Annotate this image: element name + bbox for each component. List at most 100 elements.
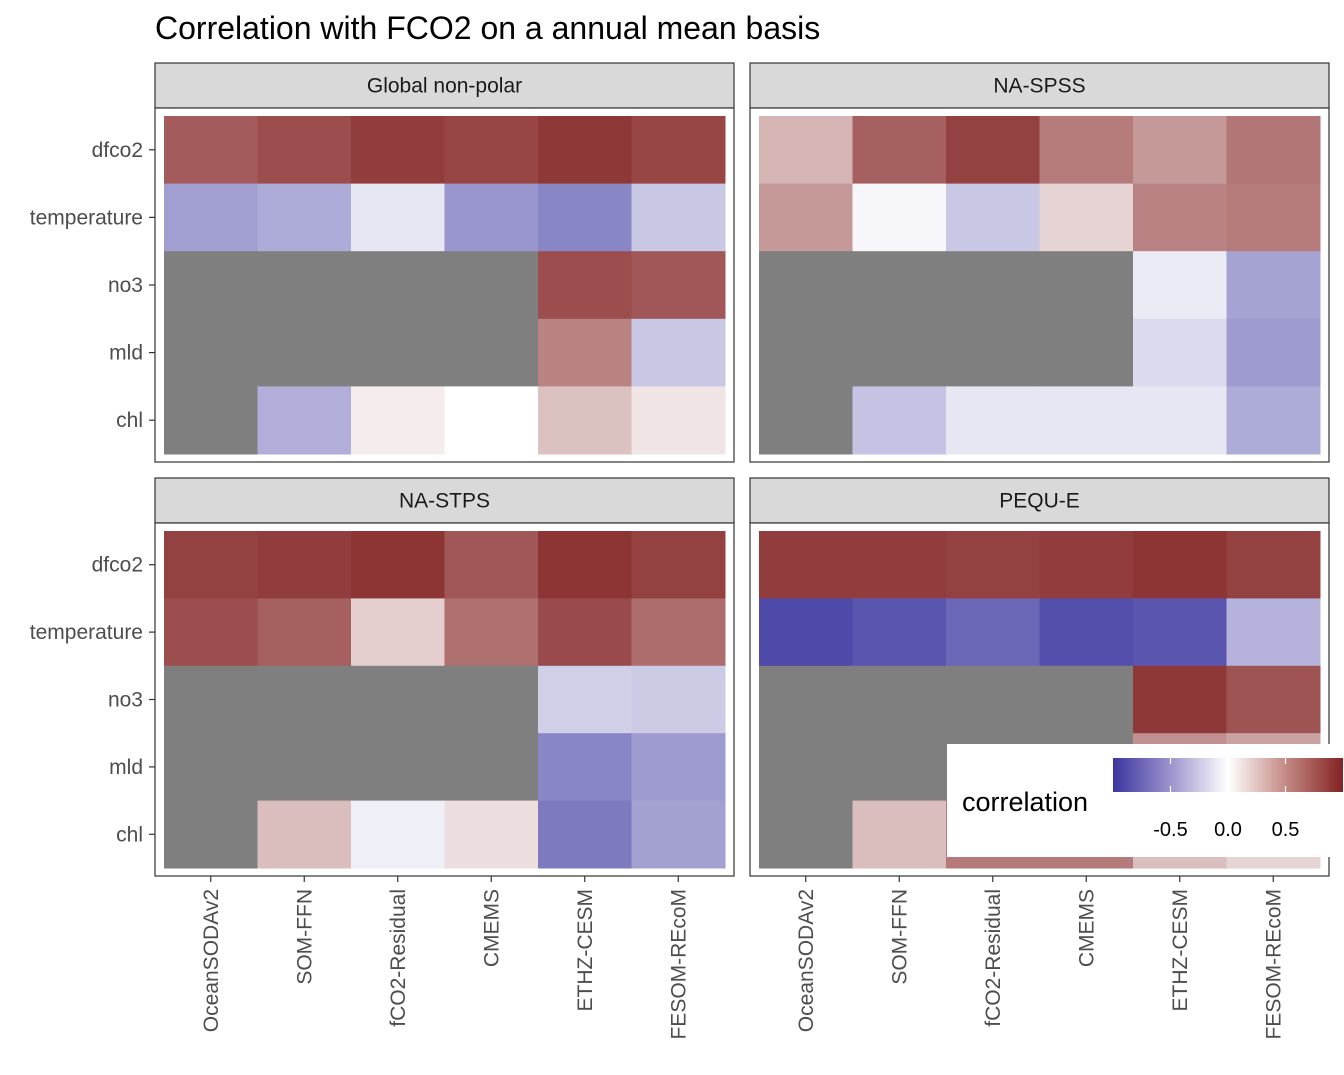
heatmap-cell: [351, 386, 445, 455]
facet-strip-label: PEQU-E: [999, 490, 1080, 513]
heatmap-cell: [631, 598, 726, 667]
x-tick-label: CMEMS: [480, 889, 503, 967]
heatmap-cell: [1226, 386, 1321, 455]
heatmap-cell: [164, 531, 258, 599]
facet-strip: [749, 62, 1330, 109]
facet-panels: Global non-polar dfco2 temperature no3 mld ch…: [30, 62, 1330, 1040]
heatmap-cell: [257, 251, 352, 320]
x-tick-label: ETHZ-CESM: [574, 889, 597, 1012]
heatmap-cell: [444, 318, 539, 387]
heatmap-cell: [164, 116, 258, 185]
y-tick-label: no3: [108, 689, 143, 712]
heatmap-cell: [1039, 598, 1134, 667]
heatmap-cell: [1133, 251, 1227, 320]
heatmap-cell: [946, 318, 1040, 387]
heatmap-cell: [852, 665, 947, 734]
heatmap-cell: [444, 386, 539, 455]
heatmap-cell: [1133, 116, 1227, 185]
legend: correlation -0.5 0.0 0.5: [947, 744, 1344, 857]
x-tick-label: OceanSODAv2: [795, 889, 818, 1032]
y-tick-label: temperature: [30, 621, 143, 644]
facet-strip-label: NA-STPS: [399, 490, 490, 513]
heatmap-cell: [631, 183, 726, 252]
heatmap-cell: [852, 733, 947, 802]
heatmap-cell: [351, 531, 445, 599]
heatmap-cell: [538, 318, 632, 387]
heatmap-cell: [351, 318, 445, 387]
x-tick-label: FESOM-REcoM: [1262, 889, 1285, 1040]
y-tick-label: chl: [116, 823, 143, 846]
heatmap-cell: [852, 183, 947, 252]
y-tick-label: temperature: [30, 206, 143, 229]
heatmap-cell: [164, 386, 258, 455]
heatmap-cell: [444, 733, 539, 802]
x-tick-label: FESOM-REcoM: [667, 889, 690, 1040]
heatmap-cell: [444, 531, 539, 599]
legend-ticks: -0.5 0.0 0.5: [1153, 758, 1299, 841]
heatmap-cell: [538, 386, 632, 455]
y-tick-label: mld: [109, 756, 143, 779]
heatmap-cell: [1226, 251, 1321, 320]
y-tick-label: chl: [116, 409, 143, 432]
x-tick-label: ETHZ-CESM: [1169, 889, 1192, 1012]
facet-panel: NA-STPS dfco2 temperature no3 mld chl OceanSOD…: [30, 477, 735, 1040]
heatmap-cell: [631, 800, 726, 869]
heatmap-cell: [1133, 531, 1227, 599]
heatmap-cell: [1039, 318, 1134, 387]
heatmap-cell: [538, 800, 632, 869]
heatmap-cell: [852, 116, 947, 185]
facet-strip: [749, 477, 1330, 524]
heatmap-cell: [631, 531, 726, 599]
heatmap-cell: [946, 386, 1040, 455]
heatmap-cell: [759, 598, 853, 667]
heatmap-cell: [1226, 598, 1321, 667]
heatmap-cell: [852, 531, 947, 599]
heatmap-cell: [759, 733, 853, 802]
heatmap-cell: [759, 386, 853, 455]
heatmap-cell: [1133, 183, 1227, 252]
heatmap-cell: [257, 116, 352, 185]
heatmap-cell: [631, 318, 726, 387]
heatmap-cell: [1039, 116, 1134, 185]
heatmap-cell: [631, 116, 726, 185]
heatmap-cell: [538, 733, 632, 802]
y-tick-label: dfco2: [92, 554, 143, 577]
panel-border: [749, 107, 1330, 463]
heatmap-cell: [351, 733, 445, 802]
y-tick-label: dfco2: [92, 139, 143, 162]
heatmap-cell: [351, 665, 445, 734]
legend-title: correlation: [962, 787, 1088, 817]
heatmap-cell: [759, 318, 853, 387]
heatmap-cell: [631, 733, 726, 802]
legend-tick-label: 0.0: [1214, 819, 1242, 841]
heatmap-cell: [257, 531, 352, 599]
heatmap-cell: [351, 183, 445, 252]
heatmap-cell: [1039, 665, 1134, 734]
legend-tick-label: -0.5: [1153, 819, 1187, 841]
heatmap-cell: [946, 665, 1040, 734]
heatmap-cell: [1133, 318, 1227, 387]
heatmap-cell: [1039, 183, 1134, 252]
heatmap-cell: [946, 531, 1040, 599]
heatmap-cell: [852, 386, 947, 455]
facet-panel: Global non-polar dfco2 temperature no3 mld ch…: [30, 62, 735, 463]
heatmap-cell: [1133, 598, 1227, 667]
heatmap-cell: [257, 665, 352, 734]
x-tick-label: fCO2-Residual: [387, 889, 410, 1027]
heatmap-cell: [946, 598, 1040, 667]
x-tick-label: SOM-FFN: [888, 889, 911, 985]
facet-strip: [154, 62, 735, 109]
facet-strip-label: Global non-polar: [367, 75, 522, 98]
heatmap-cell: [257, 800, 352, 869]
x-tick-label: SOM-FFN: [293, 889, 316, 985]
heatmap-cell: [444, 116, 539, 185]
heatmap-cell: [257, 183, 352, 252]
heatmap-cell: [444, 598, 539, 667]
panel-border: [749, 522, 1330, 877]
heatmap-cell: [852, 251, 947, 320]
x-tick-label: fCO2-Residual: [982, 889, 1005, 1027]
heatmap-cell: [257, 386, 352, 455]
heatmap-cell: [1226, 318, 1321, 387]
heatmap-cell: [759, 800, 853, 869]
